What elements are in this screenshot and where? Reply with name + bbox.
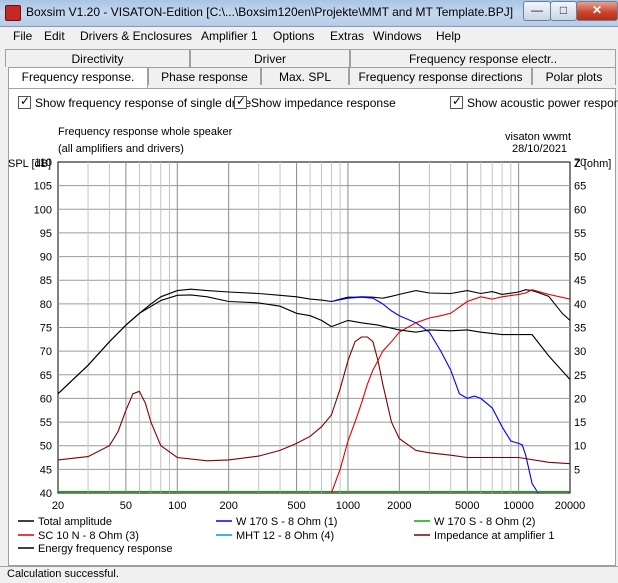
menu-extras[interactable]: Extras: [330, 29, 365, 43]
y-tick-label-right: 70: [574, 157, 586, 169]
x-tick-label: 20: [52, 500, 64, 512]
y-tick-label-right: 45: [574, 275, 586, 287]
x-tick-label: 10000: [503, 500, 534, 512]
y-tick-label-right: 15: [574, 417, 586, 429]
menu-windows[interactable]: Windows: [373, 29, 422, 43]
y-tick-label-right: 55: [574, 228, 586, 240]
y-axis-label-right: Z [ohm]: [574, 158, 611, 170]
y-tick-label-left: 105: [34, 181, 52, 193]
menu-file[interactable]: File: [13, 29, 33, 43]
y-tick-label-left: 80: [40, 299, 52, 311]
chart-subtitle: (all amplifiers and drivers): [58, 143, 184, 155]
tab-frequency-response-electrical[interactable]: Frequency response electr..: [350, 49, 616, 67]
y-tick-label-left: 95: [40, 228, 52, 240]
x-tick-label: 200: [219, 500, 237, 512]
app-icon[interactable]: [5, 5, 21, 21]
x-tick-label: 1000: [336, 500, 360, 512]
series-line-impedance-at-amplifier-1: [58, 336, 570, 465]
checkbox-label: Show impedance response: [251, 96, 396, 110]
legend-item: Total amplitude: [38, 516, 112, 528]
legend-item: W 170 S - 8 Ohm (1): [236, 516, 337, 528]
series-line-energy-frequency-response: [58, 294, 570, 395]
legend-item: SC 10 N - 8 Ohm (3): [38, 530, 139, 542]
y-tick-label-left: 70: [40, 346, 52, 358]
checkbox-label: Show frequency response of single drive: [35, 96, 252, 110]
y-tick-label-left: 50: [40, 441, 52, 453]
chart-title: Frequency response whole speaker: [58, 126, 233, 138]
legend-item: W 170 S - 8 Ohm (2): [434, 516, 535, 528]
y-tick-label-right: 25: [574, 370, 586, 382]
checkbox-single-drive[interactable]: ✓ Show frequency response of single drive: [18, 94, 252, 110]
y-tick-label-left: 85: [40, 275, 52, 287]
x-tick-label: 100: [168, 500, 186, 512]
menu-amplifier[interactable]: Amplifier 1: [201, 29, 258, 43]
tab-phase-response[interactable]: Phase response: [148, 67, 261, 85]
x-tick-label: 50: [120, 500, 132, 512]
menu-options[interactable]: Options: [273, 29, 315, 43]
checkbox-label: Show acoustic power response: [467, 96, 618, 110]
y-tick-label-left: 45: [40, 464, 52, 476]
y-tick-label-left: 100: [34, 204, 52, 216]
checkbox-icon[interactable]: ✓: [18, 94, 31, 109]
y-tick-label-right: 30: [574, 346, 586, 358]
y-axis-label-left: SPL [dB]: [8, 158, 51, 170]
y-tick-label-right: 5: [574, 464, 580, 476]
y-tick-label-right: 10: [574, 441, 586, 453]
menu-bar: File Edit Drivers & Enclosures Amplifier…: [0, 27, 618, 47]
y-tick-label-left: 55: [40, 417, 52, 429]
tab-driver[interactable]: Driver: [190, 49, 350, 67]
menu-edit[interactable]: Edit: [44, 29, 65, 43]
checkbox-icon[interactable]: ✓: [234, 94, 247, 109]
y-tick-label-left: 40: [40, 488, 52, 500]
y-tick-label-right: 65: [574, 181, 586, 193]
status-text: Calculation successful.: [7, 568, 119, 580]
menu-drivers-enclosures[interactable]: Drivers & Enclosures: [80, 29, 193, 43]
y-tick-label-right: 50: [574, 252, 586, 264]
y-tick-label-right: 35: [574, 323, 586, 335]
y-tick-label-right: 60: [574, 204, 586, 216]
tab-directivity[interactable]: Directivity: [5, 49, 190, 67]
checkbox-impedance[interactable]: ✓ Show impedance response: [234, 94, 396, 110]
x-tick-label: 20000: [555, 500, 586, 512]
y-tick-label-left: 60: [40, 393, 52, 405]
chart-date: 28/10/2021: [512, 143, 568, 155]
series-line-sc-10-n-8-ohm-3: [330, 289, 570, 493]
tab-frequency-response-directions[interactable]: Frequency response directions: [349, 67, 532, 85]
y-tick-label-left: 110: [34, 157, 52, 169]
checkbox-icon[interactable]: ✓: [450, 94, 463, 109]
series-line-w-170-s-8-ohm-1: [331, 296, 539, 493]
tab-polar-plots[interactable]: Polar plots: [532, 67, 616, 85]
checkbox-acoustic-power[interactable]: ✓ Show acoustic power response: [450, 94, 618, 110]
legend-item: Energy frequency response: [38, 543, 173, 555]
x-tick-label: 2000: [387, 500, 411, 512]
status-bar: Calculation successful.: [0, 566, 618, 583]
y-tick-label-right: 40: [574, 299, 586, 311]
title-bar[interactable]: Boxsim V1.20 - VISATON-Edition [C:\...\B…: [0, 0, 618, 27]
window-title: Boxsim V1.20 - VISATON-Edition [C:\...\B…: [26, 5, 514, 19]
tab-max-spl[interactable]: Max. SPL: [261, 67, 349, 85]
menu-help[interactable]: Help: [436, 29, 461, 43]
chart-author: visaton wwmt: [505, 131, 572, 143]
legend-item: MHT 12 - 8 Ohm (4): [236, 530, 334, 542]
x-tick-label: 5000: [455, 500, 479, 512]
y-tick-label-left: 75: [40, 323, 52, 335]
y-tick-label-left: 90: [40, 252, 52, 264]
legend-item: Impedance at amplifier 1: [434, 530, 554, 542]
x-tick-label: 500: [287, 500, 305, 512]
tab-frequency-response[interactable]: Frequency response.: [8, 67, 148, 89]
y-tick-label-left: 65: [40, 370, 52, 382]
y-tick-label-right: 20: [574, 393, 586, 405]
